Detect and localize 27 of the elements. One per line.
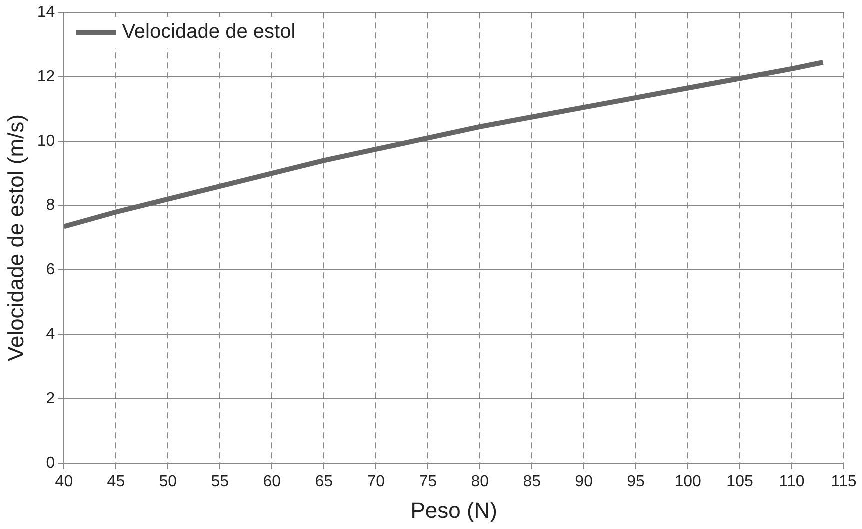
x-axis-title: Peso (N) <box>410 498 498 523</box>
x-tick-label: 60 <box>263 473 282 490</box>
x-tick-label: 65 <box>315 473 334 490</box>
x-tick-label: 55 <box>211 473 230 490</box>
x-tick-label: 80 <box>471 473 490 490</box>
y-tick-label: 14 <box>37 4 56 22</box>
x-tick-label: 95 <box>627 473 646 490</box>
x-tick-label: 50 <box>159 473 178 490</box>
y-tick-label: 4 <box>46 326 56 344</box>
y-tick-label: 6 <box>46 262 56 279</box>
y-tick-label: 8 <box>46 197 56 214</box>
y-tick-label: 2 <box>46 390 56 408</box>
x-tick-label: 45 <box>107 473 126 490</box>
y-tick-label: 0 <box>46 454 56 472</box>
x-tick-label: 85 <box>523 473 542 490</box>
x-tick-label: 75 <box>419 473 438 490</box>
legend-label: Velocidade de estol <box>122 20 296 44</box>
x-tick-label: 100 <box>674 473 702 490</box>
x-tick-label: 110 <box>779 473 805 490</box>
x-tick-label: 105 <box>726 473 754 490</box>
x-tick-label: 90 <box>575 473 594 490</box>
x-tick-label: 70 <box>367 473 386 490</box>
y-axis-title: Velocidade de estol (m/s) <box>3 114 28 362</box>
y-tick-label: 12 <box>37 68 56 86</box>
y-tick-label: 10 <box>37 132 56 150</box>
x-tick-label: 40 <box>55 473 74 490</box>
x-tick-label: 115 <box>831 473 857 490</box>
